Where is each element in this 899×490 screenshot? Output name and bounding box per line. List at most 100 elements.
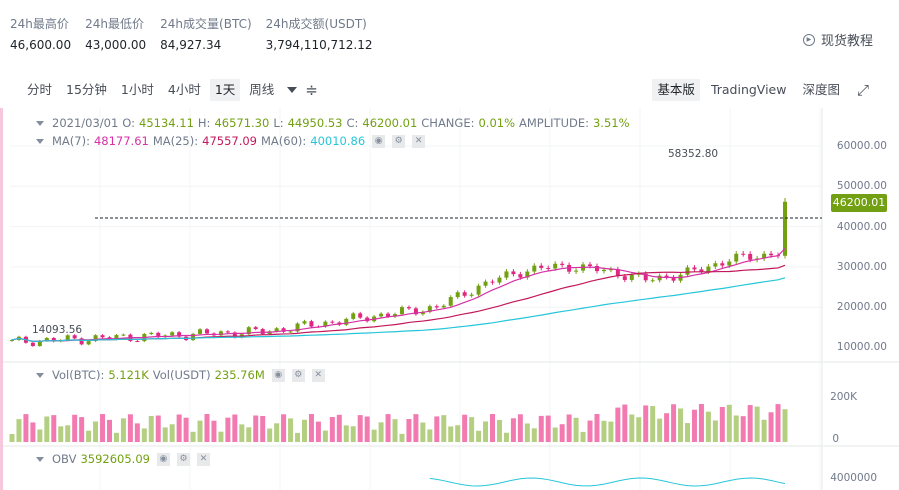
ma60-value: 40010.86 — [310, 134, 366, 148]
close-icon[interactable]: ✕ — [412, 134, 426, 148]
interval-tab[interactable]: 1天 — [209, 79, 241, 101]
interval-tab[interactable]: 15分钟 — [66, 82, 107, 97]
vol-usdt-value: 235.76M — [214, 368, 265, 382]
view-tab[interactable]: 基本版 — [652, 79, 700, 101]
candle-body — [622, 276, 627, 280]
volume-bar — [211, 420, 217, 442]
high-value: 46571.30 — [214, 116, 270, 130]
volume-bar — [295, 432, 301, 442]
current-price-badge: 46200.01 — [831, 194, 887, 212]
candle-body — [156, 332, 161, 338]
ma25-value: 47557.09 — [202, 134, 257, 148]
volume-bar — [531, 428, 537, 442]
volume-bar — [281, 414, 287, 442]
collapse-triangle-icon[interactable] — [36, 372, 44, 378]
candle-body — [51, 338, 56, 342]
volume-bar — [16, 419, 22, 442]
ma7-value: 48177.61 — [93, 134, 149, 148]
interval-tab[interactable]: 1小时 — [120, 82, 154, 97]
spot-tutorial-link[interactable]: ▶ 现货教程 — [802, 30, 873, 49]
close-icon[interactable]: ✕ — [196, 452, 210, 466]
candle-body — [386, 313, 391, 317]
volume-bar — [441, 415, 447, 442]
high-label: H: — [197, 116, 211, 130]
volume-bar — [51, 415, 57, 442]
volume-bar — [573, 417, 579, 442]
candle-body — [191, 333, 196, 341]
settings-icon[interactable]: ⚙ — [392, 134, 406, 148]
candle-body — [309, 321, 314, 327]
candle-body — [253, 327, 258, 330]
volume-bar — [476, 430, 482, 442]
volume-bar — [155, 415, 161, 442]
collapse-triangle-icon[interactable] — [36, 456, 44, 462]
candle-body — [643, 273, 648, 281]
volume-bar — [462, 414, 468, 442]
candle-body — [393, 314, 398, 317]
volume-bar — [524, 423, 530, 442]
candle-body — [121, 334, 126, 336]
interval-tab[interactable]: 分时 — [27, 82, 53, 97]
stat-label: 24h成交量(BTC) — [160, 17, 252, 31]
stat-value: 46,600.00 — [10, 38, 72, 52]
volume-bar — [615, 407, 621, 442]
eye-icon[interactable]: ◉ — [156, 452, 170, 466]
stat-item: 24h最高价 46,600.00 — [10, 16, 71, 53]
volume-bar — [350, 426, 356, 442]
candle-body — [434, 306, 439, 308]
candle-body — [504, 271, 509, 278]
volume-bar — [608, 421, 614, 442]
price-tick: 30000.00 — [836, 261, 887, 273]
change-value: 0.01% — [478, 116, 516, 130]
volume-bar — [705, 411, 711, 442]
candle-body — [114, 335, 119, 340]
candle-body — [65, 335, 70, 341]
interval-tab[interactable]: 周线 — [249, 82, 275, 97]
collapse-triangle-icon[interactable] — [36, 138, 44, 144]
view-tab[interactable]: 深度图 — [802, 82, 840, 97]
volume-bar — [671, 404, 677, 442]
candle-body — [539, 265, 544, 268]
fullscreen-icon[interactable]: ⤢ — [856, 81, 869, 99]
volume-bar — [496, 419, 502, 442]
indicator-icon[interactable]: ≑ — [305, 81, 318, 99]
volume-bar — [657, 418, 663, 442]
candle-body — [30, 342, 35, 346]
candle-body — [518, 274, 523, 278]
volume-bar — [141, 428, 147, 442]
more-intervals-chevron-down-icon[interactable] — [287, 87, 298, 93]
stat-item: 24h最低价 43,000.00 — [85, 16, 146, 53]
price-tick: 20000.00 — [836, 301, 887, 313]
volume-bar — [691, 409, 697, 442]
view-tab[interactable]: TradingView — [710, 82, 787, 97]
eye-icon[interactable]: ◉ — [271, 368, 285, 382]
candle-body — [601, 269, 606, 272]
volume-bar — [483, 421, 489, 442]
candle-body — [783, 201, 787, 256]
eye-icon[interactable]: ◉ — [372, 134, 386, 148]
settings-icon[interactable]: ⚙ — [176, 452, 190, 466]
volume-bar — [733, 415, 739, 442]
candle-body — [44, 338, 49, 341]
candle-body — [650, 280, 655, 282]
vol-btc-value: 5.121K — [108, 368, 149, 382]
interval-selector: 分时 15分钟 1小时 4小时 1天 周线 ≑ — [22, 78, 318, 102]
volume-bar — [594, 414, 600, 442]
interval-tab[interactable]: 4小时 — [167, 82, 201, 97]
candle-body — [748, 253, 753, 260]
volume-bar — [636, 417, 642, 442]
price-tick: 10000.00 — [836, 341, 887, 353]
volume-bar — [587, 420, 593, 442]
settings-icon[interactable]: ⚙ — [291, 368, 305, 382]
collapse-triangle-icon[interactable] — [36, 120, 44, 126]
close-icon[interactable]: ✕ — [311, 368, 325, 382]
stat-value: 84,927.34 — [160, 38, 222, 52]
volume-bar — [113, 432, 119, 442]
volume-bar — [246, 427, 252, 442]
candle-body — [455, 292, 460, 298]
candle-body — [72, 335, 77, 339]
volume-bar — [503, 432, 509, 442]
volume-bar — [23, 414, 29, 442]
volume-bar — [469, 417, 475, 442]
kline-chart[interactable]: 2021/03/01 O: 45134.11 H: 46571.30 L: 44950… — [0, 108, 899, 490]
